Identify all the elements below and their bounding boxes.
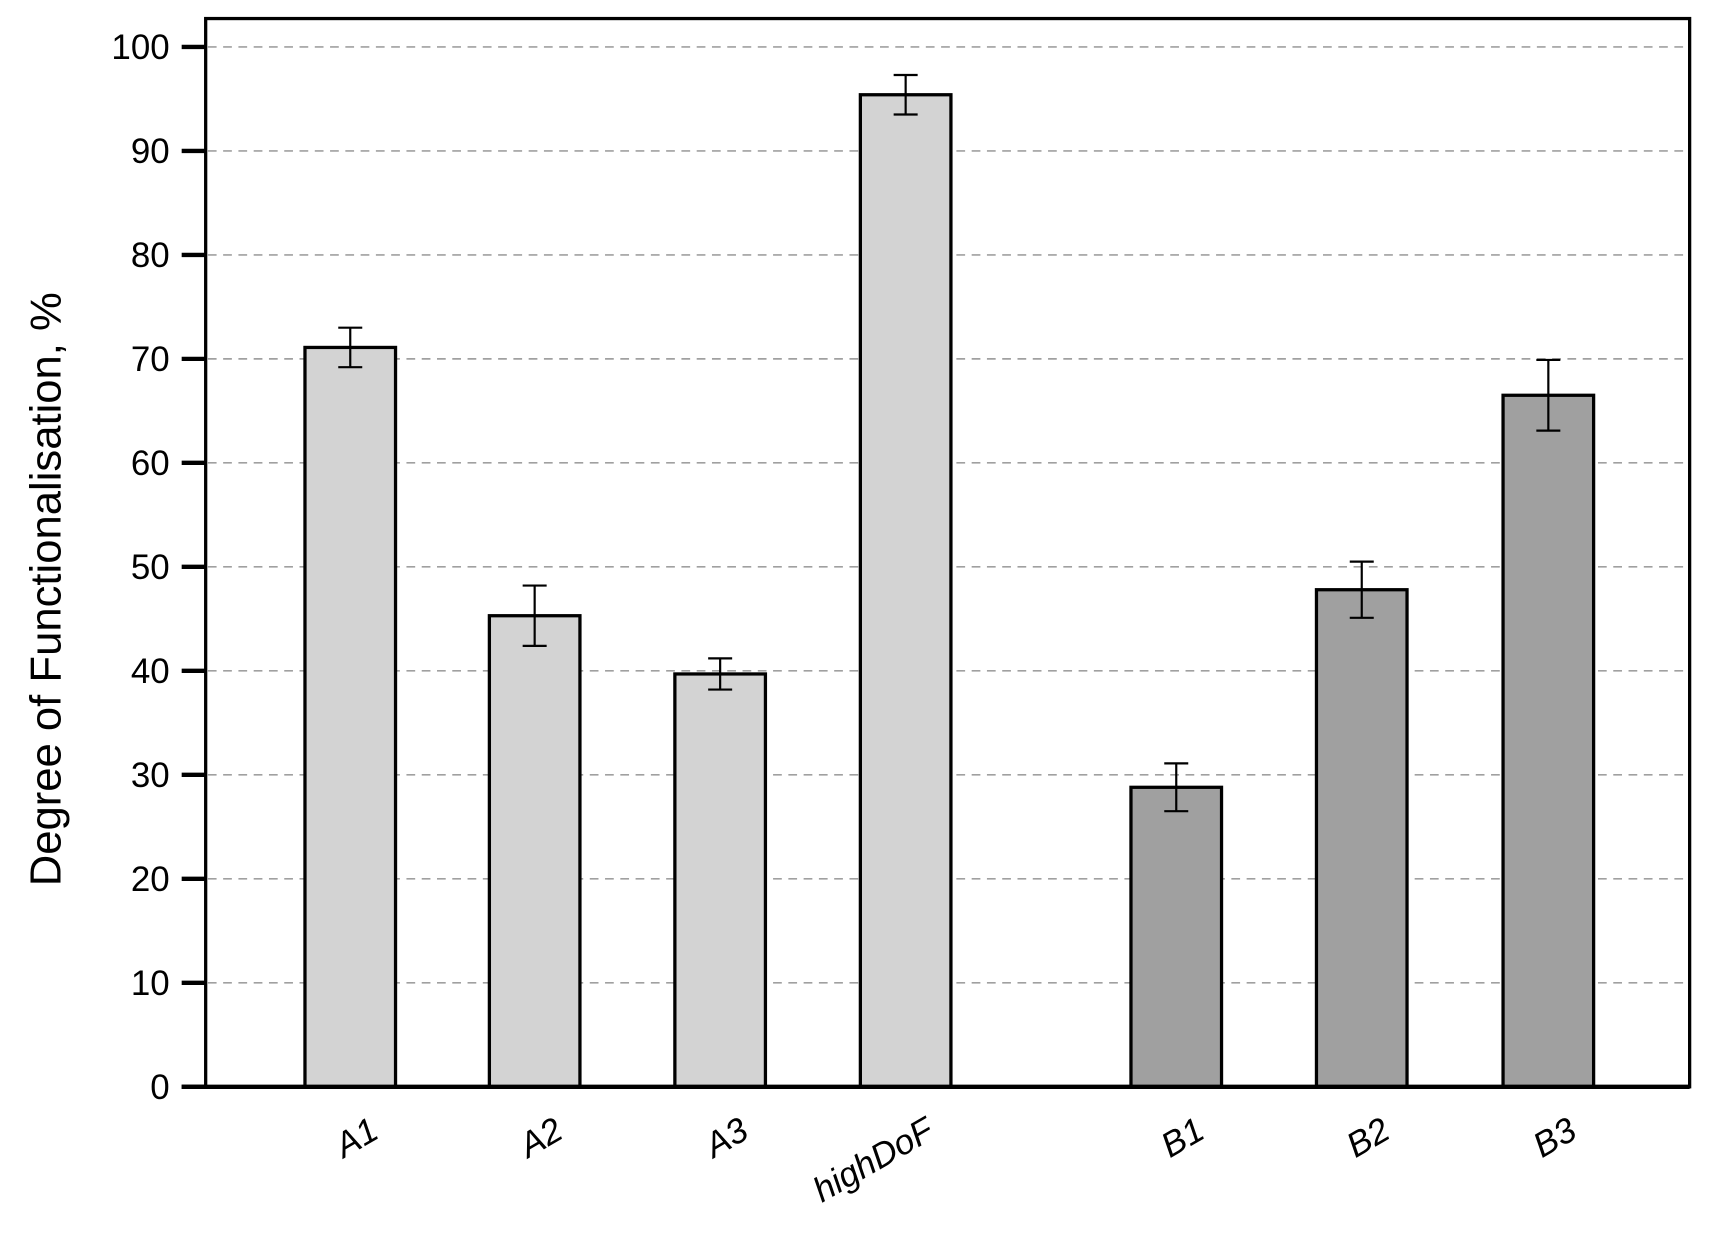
y-tick-label: 10 bbox=[131, 964, 170, 1003]
y-tick-label: 100 bbox=[111, 28, 169, 67]
x-tick-label: A3 bbox=[696, 1110, 755, 1166]
y-tick-label: 20 bbox=[131, 860, 170, 899]
bar-A3 bbox=[673, 672, 768, 1089]
y-tick-label: 90 bbox=[131, 132, 170, 171]
y-ticks: 0 10 20 30 40 50 60 70 80 90 100 bbox=[111, 28, 206, 1107]
y-tick-label: 0 bbox=[150, 1068, 169, 1107]
error-bar-B2 bbox=[1349, 560, 1374, 619]
bar-highDoF bbox=[858, 93, 953, 1089]
x-tick-labels: A1 A2 A3 highDoF B1 B2 B3 bbox=[327, 1109, 1584, 1210]
y-tick-label: 70 bbox=[131, 340, 170, 379]
x-tick-label: A2 bbox=[511, 1110, 569, 1166]
y-tick-label: 40 bbox=[131, 652, 170, 691]
bar-B2 bbox=[1314, 588, 1409, 1089]
y-tick-label: 50 bbox=[131, 548, 170, 587]
error-bar-A3 bbox=[708, 657, 733, 691]
error-bar-B3 bbox=[1536, 358, 1561, 432]
x-tick-label: B3 bbox=[1526, 1110, 1583, 1165]
error-bar-A2 bbox=[522, 584, 547, 647]
bar-B3 bbox=[1501, 393, 1596, 1089]
error-bar-highDoF bbox=[893, 73, 918, 116]
error-bar-A1 bbox=[338, 326, 363, 369]
x-tick-label: highDoF bbox=[806, 1109, 941, 1210]
x-tick-label: A1 bbox=[327, 1110, 385, 1166]
bars bbox=[303, 73, 1596, 1089]
y-tick-label: 30 bbox=[131, 756, 170, 795]
error-bar-B1 bbox=[1164, 762, 1189, 813]
bar-A2 bbox=[487, 614, 582, 1089]
x-tick-label: B2 bbox=[1340, 1110, 1396, 1165]
bar-A1 bbox=[303, 345, 398, 1089]
x-tick-label: B1 bbox=[1154, 1110, 1210, 1165]
bar-B1 bbox=[1129, 785, 1224, 1089]
y-axis-label: Degree of Functionalisation, % bbox=[22, 292, 71, 886]
y-tick-label: 80 bbox=[131, 236, 170, 275]
y-tick-label: 60 bbox=[131, 444, 170, 483]
